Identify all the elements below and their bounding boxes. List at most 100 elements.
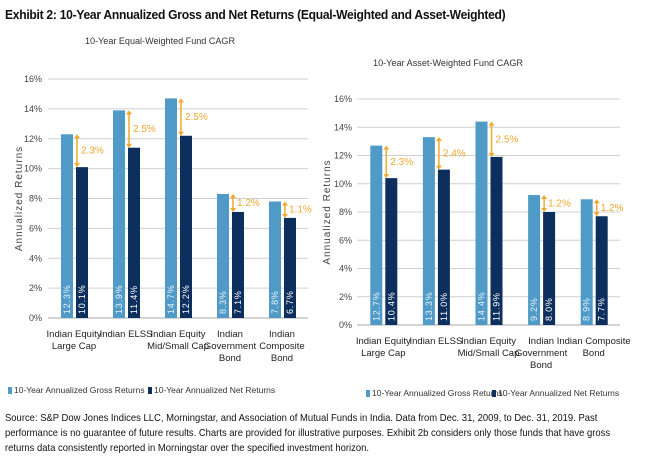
net-value-label: 11.4% <box>129 285 139 314</box>
gap-label: 1.2% <box>601 203 624 214</box>
y-axis-label: Annualized Returns <box>322 159 333 264</box>
gross-value-label: 13.3% <box>424 291 434 321</box>
legend-swatch <box>492 390 496 397</box>
category-label: Bond <box>583 348 605 359</box>
chart-title: 10-Year Equal-Weighted Fund CAGR <box>85 36 235 46</box>
chart-title: 10-Year Asset-Weighted Fund CAGR <box>373 58 524 68</box>
category-label: Bond <box>271 353 293 364</box>
net-value-label: 11.9% <box>492 292 502 321</box>
y-tick-label: 10% <box>334 179 352 189</box>
gross-return-bar <box>475 121 488 325</box>
legend-label: 10-Year Annualized Gross Returns <box>372 388 503 398</box>
gap-label: 1.2% <box>548 199 571 210</box>
y-tick-label: 6% <box>29 223 42 233</box>
equal-weighted-chart: 10-Year Equal-Weighted Fund CAGR 0% 2% 4% 6%… <box>8 36 312 395</box>
gap-label: 2.3% <box>81 146 104 157</box>
y-tick-label: 16% <box>334 94 352 104</box>
gap-arrow-head-up <box>230 194 236 199</box>
y-tick-label: 14% <box>24 104 42 114</box>
gross-return-bar <box>370 145 383 325</box>
legend-swatch <box>8 387 12 394</box>
gross-return-bar <box>61 134 73 318</box>
gross-return-bar <box>217 194 229 318</box>
category-label: Indian Equity <box>47 329 102 340</box>
category-label: Government <box>515 348 568 359</box>
gap-arrow-head-up <box>541 195 548 200</box>
category-label: Indian <box>217 329 243 340</box>
net-return-bar <box>595 216 608 325</box>
category-label: Mid/Small Cap <box>458 348 520 359</box>
y-tick-label: 10% <box>24 164 42 174</box>
y-tick-label: 16% <box>24 74 42 84</box>
net-return-bar <box>490 156 503 325</box>
category-label: Large Cap <box>361 348 405 359</box>
legend-label: 10-Year Annualized Net Returns <box>498 388 619 398</box>
exhibit-title: Exhibit 2: 10-Year Annualized Gross and … <box>5 7 506 22</box>
gap-arrow-head-down <box>383 174 390 179</box>
net-return-bar <box>543 212 556 325</box>
legend-swatch <box>366 390 370 397</box>
gross-return-bar <box>269 201 281 318</box>
y-tick-label: 12% <box>24 134 42 144</box>
net-return-bar <box>180 135 192 318</box>
category-label: Bond <box>219 353 241 364</box>
gap-arrow-head-up <box>488 121 495 126</box>
category-label: Mid/Small Cap <box>147 341 209 352</box>
gross-value-label: 13.9% <box>114 284 124 314</box>
gap-label: 2.3% <box>390 157 413 168</box>
gap-arrow-head-down <box>178 131 184 136</box>
net-return-bar <box>437 169 450 325</box>
gap-arrow-head-up <box>435 137 442 142</box>
gap-label: 1.1% <box>289 205 312 216</box>
y-tick-label: 0% <box>339 320 352 330</box>
gap-arrow-head-down <box>541 208 548 212</box>
gross-value-label: 7.8% <box>270 290 280 314</box>
category-label: Composite <box>259 341 304 352</box>
category-label: Indian Equity <box>356 336 411 347</box>
category-label: Bond <box>530 360 552 371</box>
gap-arrow-head-up <box>74 134 80 139</box>
gross-return-bar <box>113 110 125 319</box>
gap-arrow-head-down <box>488 152 495 157</box>
gap-label: 2.5% <box>133 124 156 135</box>
net-return-bar <box>284 217 296 318</box>
gap-arrow-head-down <box>593 212 600 217</box>
category-label: Indian Equity <box>461 336 516 347</box>
category-label: Large Cap <box>52 341 96 352</box>
gap-arrow-head-down <box>435 165 442 170</box>
gross-return-bar <box>422 137 435 325</box>
gap-label: 2.5% <box>185 112 208 123</box>
y-tick-label: 2% <box>339 292 352 302</box>
source-note: Source: S&P Dow Jones Indices LLC, Morni… <box>5 412 611 454</box>
gap-arrow-head-up <box>126 110 132 115</box>
y-tick-label: 8% <box>339 207 352 217</box>
legend-label: 10-Year Annualized Net Returns <box>154 385 275 395</box>
net-value-label: 7.1% <box>233 290 243 314</box>
category-label: Indian ELSS <box>409 336 462 347</box>
gap-arrow-head-down <box>282 213 288 218</box>
gross-value-label: 12.3% <box>62 284 72 314</box>
gap-label: 2.5% <box>496 134 519 145</box>
gross-value-label: 8.3% <box>218 290 228 314</box>
gross-return-bar <box>165 98 177 318</box>
gross-value-label: 8.9% <box>582 297 592 321</box>
category-label: Indian Composite <box>557 336 631 347</box>
net-return-bar <box>232 211 244 318</box>
gross-value-label: 12.7% <box>371 291 381 321</box>
gross-return-bar <box>580 199 593 325</box>
gap-arrow-head-up <box>178 98 184 103</box>
gap-arrow-head-down <box>74 163 80 168</box>
net-return-bar <box>385 178 398 325</box>
y-tick-label: 4% <box>29 253 42 263</box>
gross-value-label: 9.2% <box>529 297 539 321</box>
category-label: Indian ELSS <box>100 329 153 340</box>
gross-value-label: 14.7% <box>166 284 176 314</box>
net-value-label: 11.0% <box>439 292 449 321</box>
asset-weighted-chart: 10-Year Asset-Weighted Fund CAGR 0% 2% 4% 6%… <box>322 58 631 398</box>
y-tick-label: 6% <box>339 235 352 245</box>
gap-arrow-head-up <box>593 199 600 204</box>
gap-arrow-head-up <box>383 145 390 150</box>
gross-value-label: 14.4% <box>477 291 487 321</box>
net-value-label: 10.4% <box>386 291 396 321</box>
